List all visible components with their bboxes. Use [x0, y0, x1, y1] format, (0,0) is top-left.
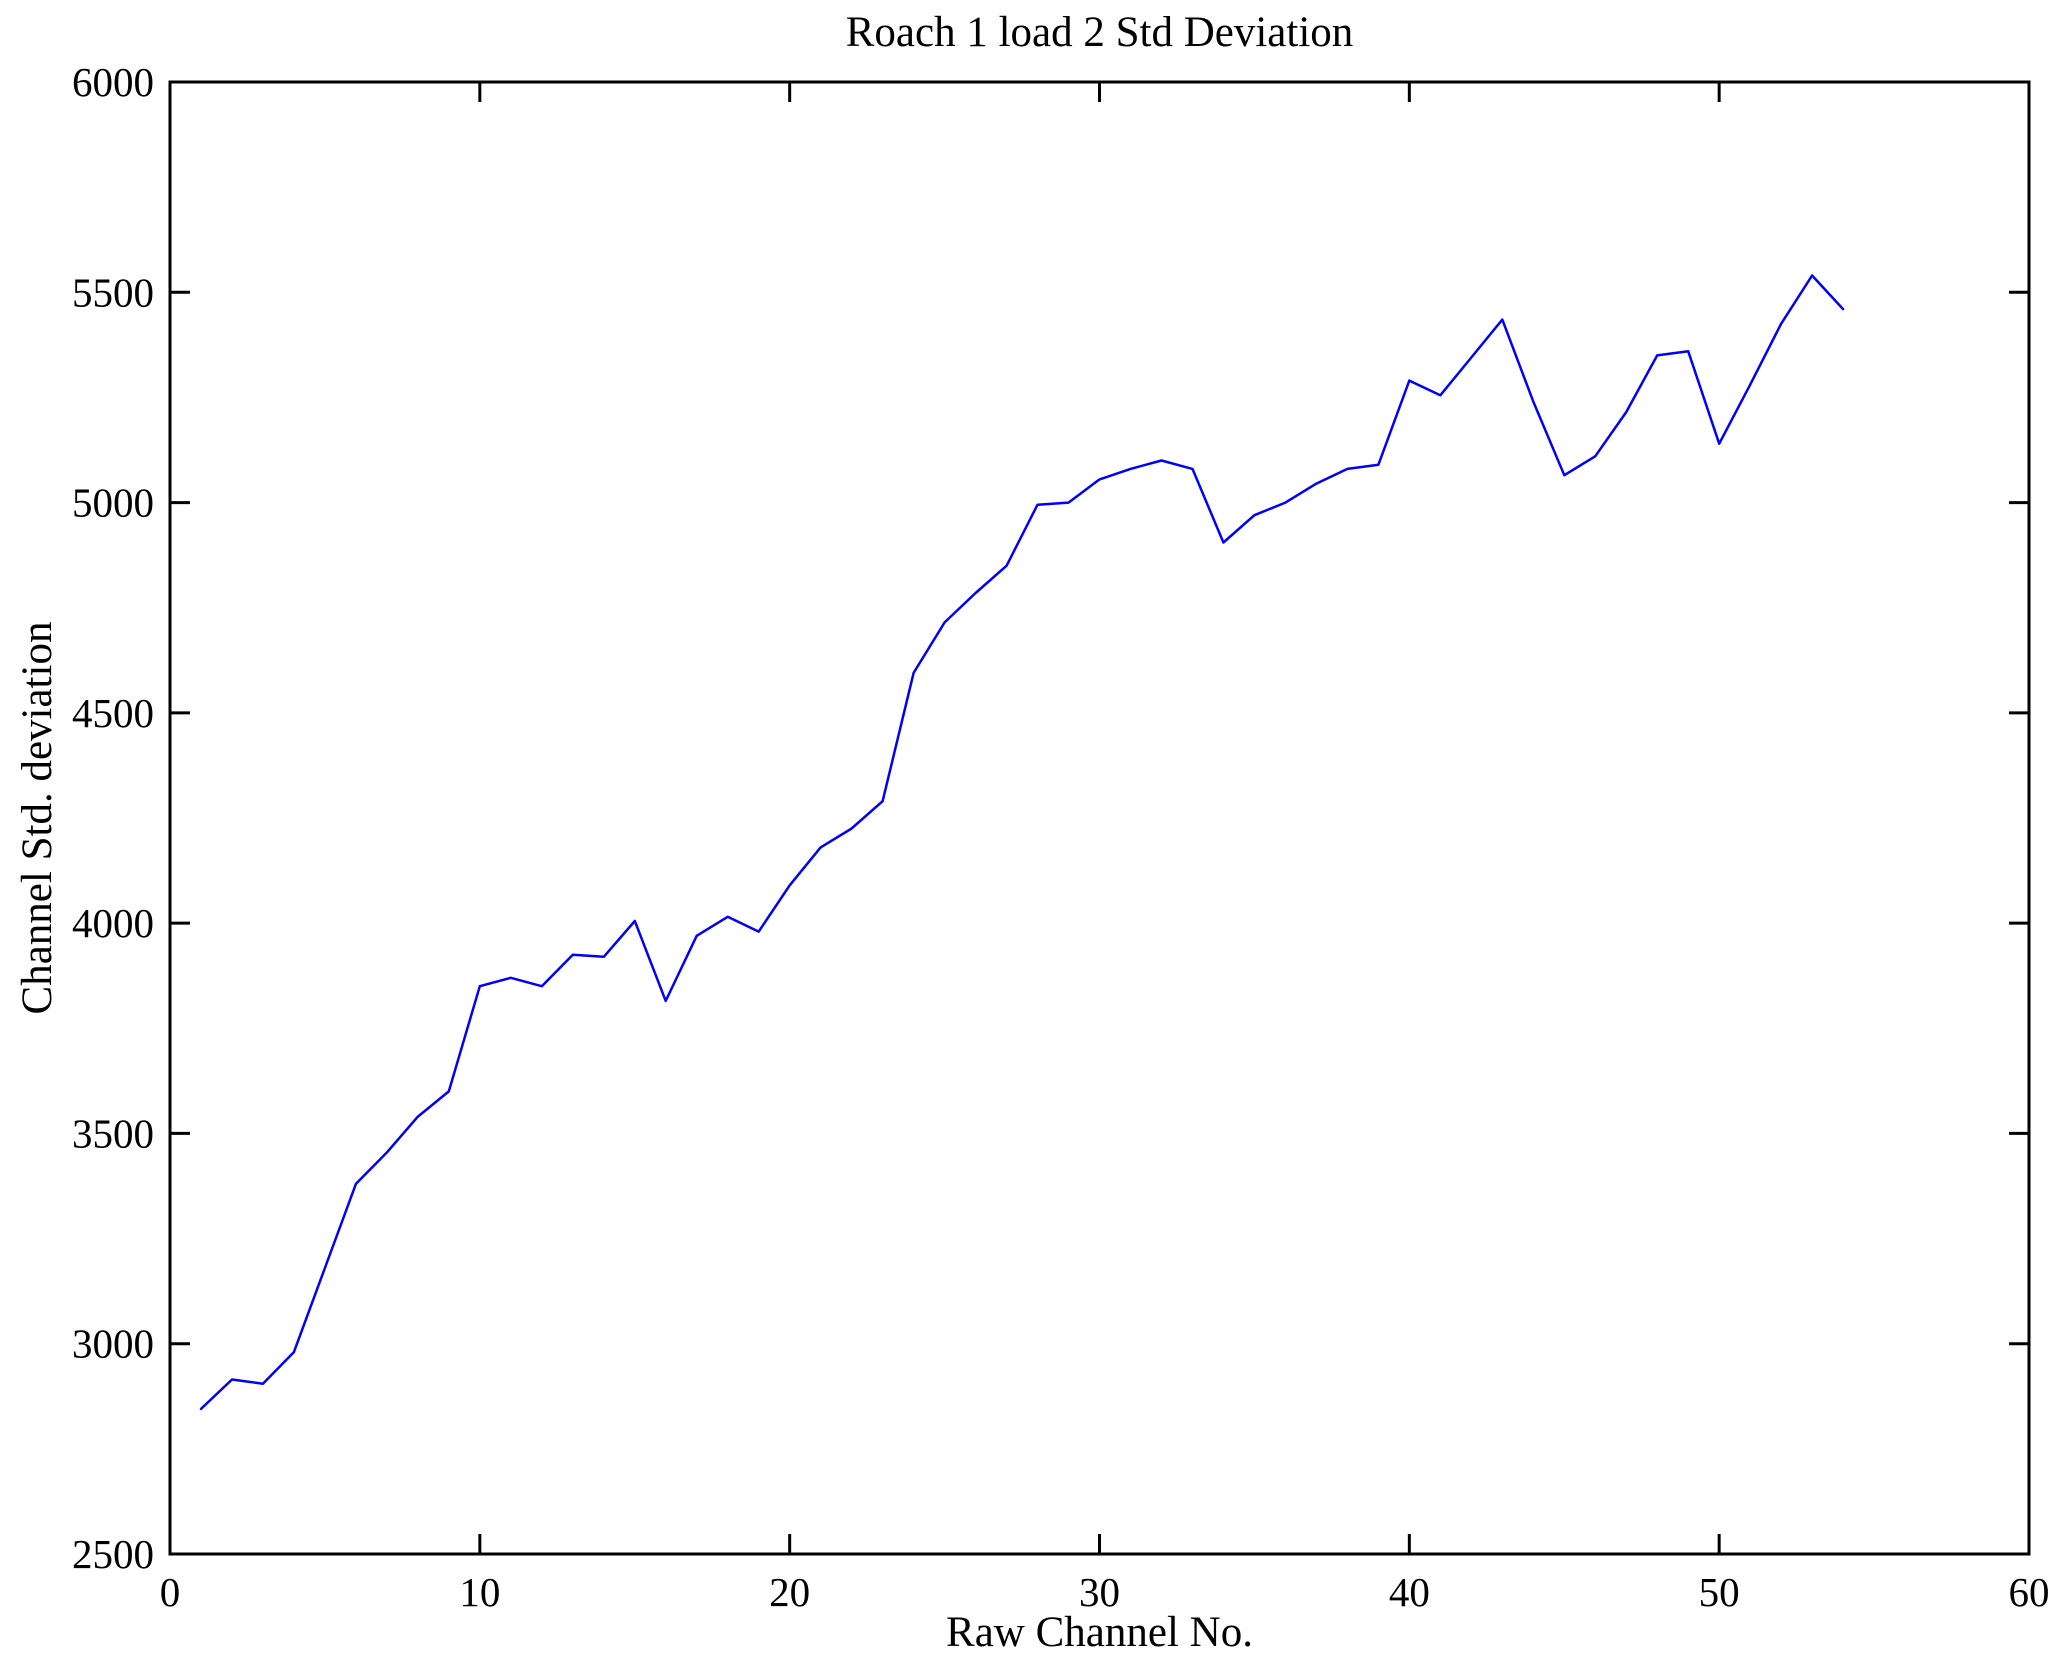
y-tick-label: 2500 — [72, 1531, 154, 1577]
y-tick-label: 4000 — [72, 900, 154, 946]
x-tick-label: 40 — [1389, 1569, 1430, 1615]
x-tick-label: 60 — [2009, 1569, 2050, 1615]
axes-box — [168, 80, 2031, 1556]
x-axis-label: Raw Channel No. — [946, 1609, 1253, 1656]
y-tick-label: 4500 — [72, 690, 154, 736]
y-tick-label: 5500 — [72, 269, 154, 315]
data-line — [199, 274, 1845, 1411]
x-tick-label: 20 — [769, 1569, 810, 1615]
x-tick-label: 50 — [1699, 1569, 1740, 1615]
y-tick-label: 6000 — [72, 59, 154, 105]
x-axis-ticks: 0 10 20 30 40 50 60 — [160, 83, 2050, 1615]
y-tick-label: 5000 — [72, 480, 154, 526]
y-tick-label: 3000 — [72, 1321, 154, 1367]
x-tick-label: 10 — [459, 1569, 500, 1615]
y-tick-label: 3500 — [72, 1110, 154, 1156]
x-tick-label: 0 — [160, 1569, 181, 1615]
chart-title: Roach 1 load 2 Std Deviation — [845, 9, 1354, 56]
x-tick-label: 30 — [1079, 1569, 1120, 1615]
y-axis-ticks: 2500 3000 3500 4000 4500 5000 5500 6000 — [72, 59, 2028, 1577]
